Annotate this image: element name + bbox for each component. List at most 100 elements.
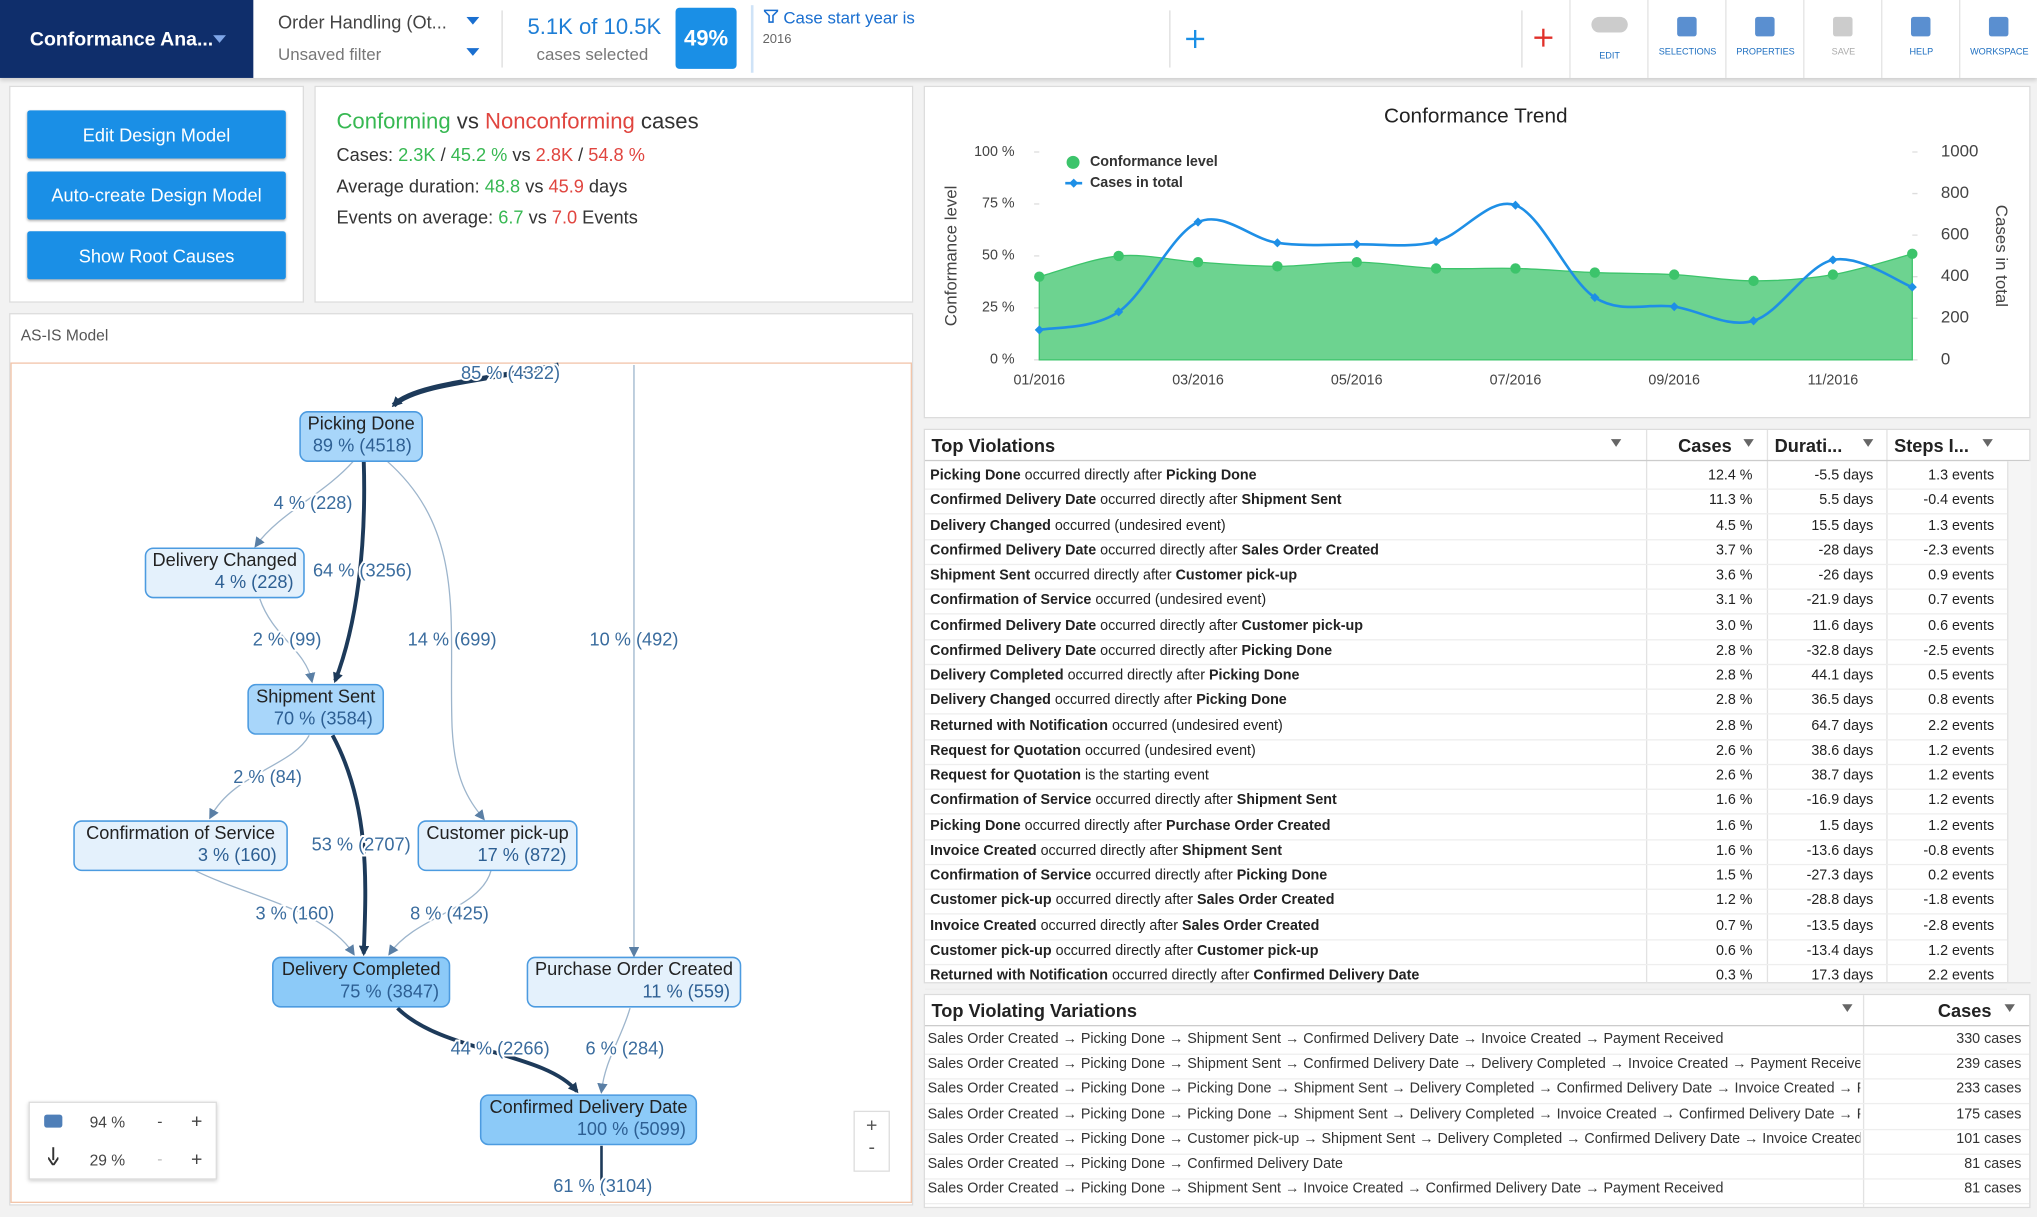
- violation-row[interactable]: Confirmed Delivery Date occurred directl…: [925, 614, 2007, 640]
- edges-plus[interactable]: +: [191, 1148, 202, 1170]
- variation-row[interactable]: Sales Order Created → Picking Done → Pic…: [925, 1104, 2029, 1130]
- action-button[interactable]: Auto-create Design Model: [27, 171, 286, 219]
- node-label: Confirmed Delivery Date: [490, 1097, 688, 1117]
- legend-label[interactable]: Cases in total: [1090, 175, 1183, 191]
- duration: -16.9 days: [1767, 793, 1874, 809]
- column-filter[interactable]: [1611, 439, 1621, 447]
- edges-minus[interactable]: -: [157, 1150, 162, 1168]
- violation-row[interactable]: Confirmation of Service occurred directl…: [925, 864, 2007, 890]
- variation-path: Sales Order Created → Picking Done → Cus…: [928, 1131, 1861, 1147]
- violation-row[interactable]: Delivery Changed occurred (undesired eve…: [925, 514, 2007, 540]
- violation-row[interactable]: Request for Quotation is the starting ev…: [925, 764, 2007, 790]
- violation-name: Confirmed Delivery Date occurred directl…: [930, 493, 1642, 509]
- point: [1034, 272, 1044, 282]
- activity: Invoice Created: [930, 843, 1036, 859]
- edge-label: 44 % (2266): [451, 1038, 550, 1058]
- filter-state[interactable]: Unsaved filter: [278, 44, 381, 63]
- zoom-in[interactable]: +: [855, 1115, 889, 1137]
- violation-row[interactable]: Picking Done occurred directly after Pur…: [925, 814, 2007, 840]
- violation-name: Shipment Sent occurred directly after Cu…: [930, 568, 1642, 584]
- variation-path: Sales Order Created → Picking Done → Pic…: [928, 1106, 1861, 1122]
- violation-name: Confirmed Delivery Date occurred directl…: [930, 618, 1642, 634]
- column-filter[interactable]: [1863, 439, 1873, 447]
- variation-row[interactable]: Sales Order Created → Picking Done → Shi…: [925, 1179, 2029, 1205]
- edge-label: 4 % (228): [274, 493, 353, 513]
- node-stat: 11 % (559): [643, 981, 731, 1001]
- app-menu[interactable]: Conformance Ana...: [0, 0, 253, 78]
- toolbar-button[interactable]: PROPERTIES: [1725, 0, 1804, 78]
- toolbar-button[interactable]: EDIT: [1569, 0, 1648, 78]
- activity: Picking Done: [930, 468, 1021, 484]
- variation-path: Sales Order Created → Picking Done → Shi…: [928, 1181, 1861, 1197]
- duration: -26 days: [1767, 568, 1874, 584]
- filter-label[interactable]: Case start year is: [783, 8, 914, 27]
- toolbar-button[interactable]: SELECTIONS: [1647, 0, 1726, 78]
- column-header[interactable]: Cases: [1863, 1000, 1992, 1021]
- relation: occurred (undesired event): [1112, 718, 1283, 734]
- violation-row[interactable]: Invoice Created occurred directly after …: [925, 839, 2007, 865]
- column-filter[interactable]: [2005, 1004, 2015, 1012]
- add-item[interactable]: [1534, 29, 1552, 47]
- row-label: Cases:: [336, 144, 393, 165]
- action-button[interactable]: Show Root Causes: [27, 231, 286, 279]
- cases: 1.6 %: [1646, 793, 1753, 809]
- variation-row[interactable]: Sales Order Created → Picking Done → Cus…: [925, 1129, 2029, 1155]
- violation-row[interactable]: Returned with Notification occurred (und…: [925, 714, 2007, 740]
- violation-row[interactable]: Request for Quotation occurred (undesire…: [925, 739, 2007, 765]
- duration: 38.6 days: [1767, 743, 1874, 759]
- violation-name: Delivery Changed occurred (undesired eve…: [930, 518, 1642, 534]
- zoom-out[interactable]: -: [855, 1137, 889, 1159]
- nodes-minus[interactable]: -: [157, 1112, 162, 1130]
- violation-row[interactable]: Picking Done occurred directly after Pic…: [925, 464, 2007, 490]
- variation-row[interactable]: Sales Order Created → Picking Done → Shi…: [925, 1054, 2029, 1080]
- column-filter[interactable]: [1982, 439, 1992, 447]
- violation-row[interactable]: Delivery Completed occurred directly aft…: [925, 664, 2007, 690]
- dropdown-carets[interactable]: [466, 17, 479, 56]
- column-header[interactable]: Steps I...: [1894, 435, 1971, 456]
- action-button[interactable]: Edit Design Model: [27, 110, 286, 158]
- nodes-plus[interactable]: +: [191, 1111, 202, 1133]
- toolbar-button[interactable]: HELP: [1881, 0, 1960, 78]
- violation-row[interactable]: Confirmed Delivery Date occurred directl…: [925, 539, 2007, 565]
- activity: Request for Quotation: [930, 743, 1081, 759]
- violation-row[interactable]: Invoice Created occurred directly after …: [925, 914, 2007, 940]
- column-header[interactable]: Cases: [1654, 435, 1732, 456]
- column-filter[interactable]: [1842, 1004, 1852, 1012]
- steps: -0.4 events: [1886, 493, 1994, 509]
- variation-row[interactable]: Sales Order Created → Picking Done → Con…: [925, 1154, 2029, 1180]
- duration: -32.8 days: [1767, 643, 1874, 659]
- variation-row[interactable]: Sales Order Created → Picking Done → Shi…: [925, 1029, 2029, 1055]
- activity: Sales Order Created: [1242, 543, 1379, 559]
- icon: [1677, 17, 1696, 36]
- column-header[interactable]: Top Violations: [931, 435, 1599, 456]
- violation-row[interactable]: Returned with Notification occurred dire…: [925, 964, 2007, 990]
- filter-name[interactable]: Order Handling (Ot...: [278, 12, 447, 33]
- edges-icon: [48, 1147, 58, 1165]
- activity: Confirmation of Service: [930, 793, 1091, 809]
- summary-row: Average duration: 48.8 vs 45.9 days: [336, 175, 627, 196]
- column-header[interactable]: Durati...: [1775, 435, 1852, 456]
- activity: Request for Quotation: [930, 768, 1081, 784]
- violation-row[interactable]: Confirmation of Service occurred (undesi…: [925, 589, 2007, 615]
- add-filter[interactable]: [1186, 30, 1204, 48]
- variation-row[interactable]: Sales Order Created → Picking Done → Pic…: [925, 1079, 2029, 1105]
- column-header[interactable]: Top Violating Variations: [931, 1000, 1823, 1021]
- edges-percent: 29 %: [90, 1151, 126, 1169]
- violation-row[interactable]: Shipment Sent occurred directly after Cu…: [925, 564, 2007, 590]
- violation-row[interactable]: Confirmed Delivery Date occurred directl…: [925, 639, 2007, 665]
- toolbar-button[interactable]: SAVE: [1803, 0, 1882, 78]
- unit: days: [589, 175, 627, 196]
- legend-label[interactable]: Conformance level: [1090, 154, 1218, 170]
- violation-row[interactable]: Confirmed Delivery Date occurred directl…: [925, 489, 2007, 515]
- violation-row[interactable]: Customer pick-up occurred directly after…: [925, 889, 2007, 915]
- toolbar-button[interactable]: WORKSPACE: [1959, 0, 2037, 78]
- steps: 1.3 events: [1886, 518, 1994, 534]
- violation-name: Request for Quotation is the starting ev…: [930, 768, 1642, 784]
- relation: occurred (undesired event): [1085, 743, 1256, 759]
- column-filter[interactable]: [1743, 439, 1753, 447]
- violation-row[interactable]: Customer pick-up occurred directly after…: [925, 939, 2007, 965]
- violation-row[interactable]: Delivery Changed occurred directly after…: [925, 689, 2007, 715]
- violation-row[interactable]: Confirmation of Service occurred directl…: [925, 789, 2007, 815]
- legend-swatch: [1067, 156, 1080, 169]
- app-title: Conformance Ana...: [30, 29, 213, 51]
